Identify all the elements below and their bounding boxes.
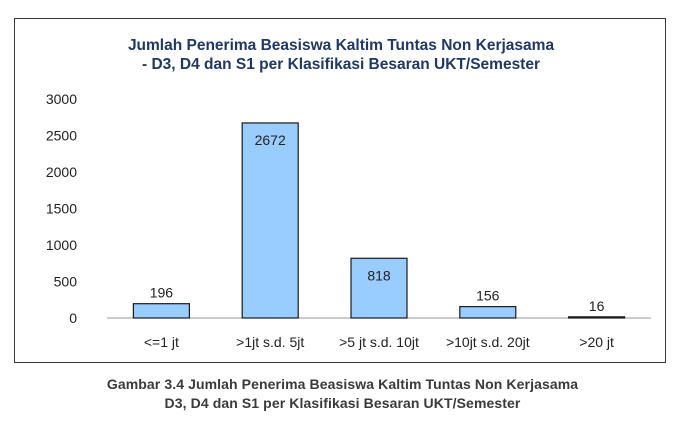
chart-title-line-1: Jumlah Penerima Beasiswa Kaltim Tuntas N… bbox=[128, 37, 555, 54]
bar-5 bbox=[567, 316, 626, 319]
x-tick-label: >10jt s.d. 20jt bbox=[446, 334, 530, 350]
x-tick-label: >1jt s.d. 5jt bbox=[236, 334, 304, 350]
chart-title-line-2: - D3, D4 dan S1 per Klasifikasi Besaran … bbox=[142, 56, 540, 73]
figure-caption-line-1: Gambar 3.4 Jumlah Penerima Beasiswa Kalt… bbox=[106, 376, 579, 392]
x-tick-label: <=1 jt bbox=[144, 334, 179, 350]
chart-frame: Jumlah Penerima Beasiswa Kaltim Tuntas N… bbox=[14, 18, 666, 363]
y-tick-label: 1500 bbox=[46, 201, 77, 217]
bar-1 bbox=[132, 303, 191, 319]
bar-4 bbox=[459, 306, 517, 319]
bar-chart: Jumlah Penerima Beasiswa Kaltim Tuntas N… bbox=[46, 37, 651, 350]
bar-2 bbox=[241, 122, 299, 319]
y-tick-label: 0 bbox=[69, 310, 77, 326]
data-label: 156 bbox=[476, 288, 500, 304]
x-tick-label: >20 jt bbox=[579, 334, 614, 350]
y-tick-label: 1000 bbox=[46, 237, 77, 253]
y-tick-label: 500 bbox=[54, 274, 78, 290]
data-label: 818 bbox=[367, 267, 391, 283]
y-tick-label: 2000 bbox=[46, 164, 77, 180]
x-tick-label: >5 jt s.d. 10jt bbox=[339, 334, 419, 350]
data-label: 2672 bbox=[255, 132, 286, 148]
data-label: 16 bbox=[589, 298, 605, 314]
y-tick-label: 2500 bbox=[46, 128, 77, 144]
figure-caption-line-2: D3, D4 dan S1 per Klasifikasi Besaran UK… bbox=[164, 395, 521, 411]
data-label: 196 bbox=[150, 285, 174, 301]
y-tick-label: 3000 bbox=[46, 91, 77, 107]
bar-3 bbox=[350, 257, 408, 319]
